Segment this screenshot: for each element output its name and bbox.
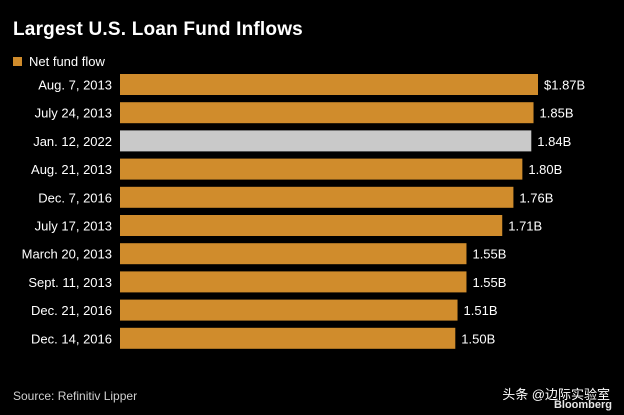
legend-swatch — [13, 57, 22, 66]
category-label: Aug. 7, 2013 — [38, 78, 112, 93]
watermark: 头条 @边际实验室 — [502, 387, 610, 402]
bar — [120, 130, 532, 152]
value-label: 1.50B — [461, 331, 495, 346]
legend: Net fund flow — [13, 54, 105, 69]
category-label: Dec. 21, 2016 — [31, 303, 112, 318]
category-label: Dec. 7, 2016 — [38, 190, 112, 205]
category-label: Jan. 12, 2022 — [33, 134, 112, 149]
value-label: 1.76B — [519, 190, 553, 205]
category-label: Dec. 14, 2016 — [31, 331, 112, 346]
bar — [120, 215, 503, 236]
bar — [120, 271, 467, 293]
source-note: Source: Refinitiv Lipper — [13, 389, 138, 403]
value-label: 1.84B — [537, 134, 571, 149]
category-label: Aug. 21, 2013 — [31, 162, 112, 177]
value-label: 1.55B — [472, 247, 506, 262]
bloomberg-logo: Bloomberg — [553, 399, 612, 411]
bars-layer: Aug. 7, 2013 $1.87B July 24, 2013 1.85B Jan.… — [22, 74, 585, 349]
legend-label: Net fund flow — [29, 54, 105, 69]
bar — [120, 158, 523, 180]
category-label: Sept. 11, 2013 — [28, 275, 112, 290]
bar — [120, 327, 456, 349]
bar — [120, 186, 514, 208]
bar — [120, 243, 467, 265]
value-label: 1.51B — [464, 303, 498, 318]
value-label: 1.55B — [472, 275, 506, 290]
category-label: July 24, 2013 — [35, 106, 112, 121]
value-label: 1.85B — [540, 106, 574, 121]
value-label: 1.71B — [508, 219, 542, 234]
value-label: 1.80B — [528, 162, 562, 177]
value-label: $1.87B — [544, 78, 585, 93]
chart-title: Largest U.S. Loan Fund Inflows — [13, 19, 303, 40]
bar — [120, 299, 458, 321]
bar — [120, 74, 538, 95]
bar — [120, 102, 534, 124]
category-label: July 17, 2013 — [35, 219, 112, 234]
category-label: March 20, 2013 — [22, 247, 112, 262]
